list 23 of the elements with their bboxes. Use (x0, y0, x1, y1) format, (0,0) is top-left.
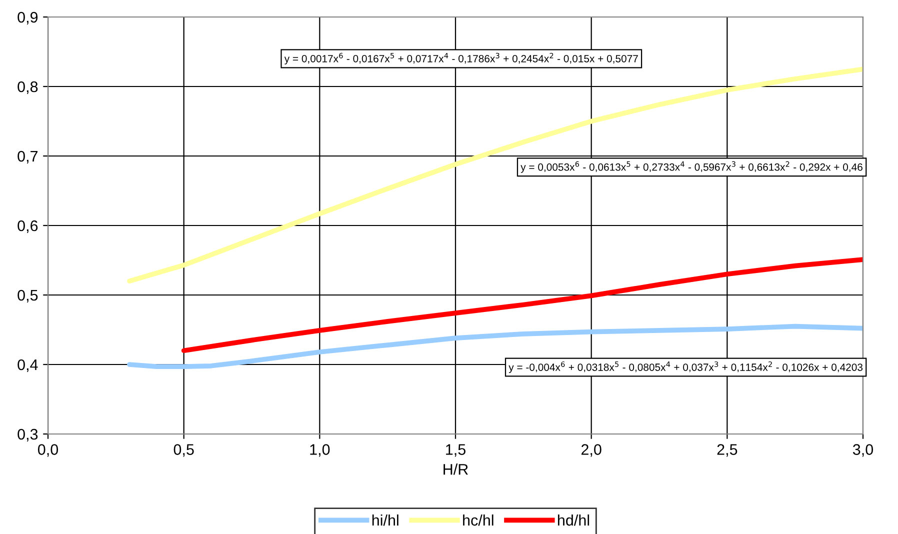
line-series (127, 66, 863, 284)
x-tick-label: 1,0 (310, 444, 330, 457)
y-tick-label: 0,3 (18, 428, 38, 442)
text: y = 0,0053x$^{6}$ - 0,0613x$^{5}$ + 0,2733x$^{4}$ - 0,5967x$^{3}$ + 0,6613x$^{2}$ - 0,292x + 0,46 (520, 161, 862, 173)
y-tick-label: 0,8 (18, 81, 38, 94)
y-tick-label: 0,6 (18, 220, 38, 233)
x-axis-title: H/R (444, 464, 468, 475)
x-tick-label: 2,0 (581, 444, 602, 457)
x-tick-label: 3,0 (852, 444, 874, 457)
x-tick-label: 0,5 (174, 444, 194, 457)
text: y = 0,0017x$^{6}$ - 0,0167x$^{5}$ + 0,0717x$^{4}$ - 0,1786x$^{3}$ + 0,2454x$^{2}$ - 0,015x + 0,5077 (284, 52, 638, 64)
x-tick-label: 2,5 (717, 444, 738, 457)
legend-label: hc/hl (463, 514, 494, 526)
y-tick-label: 0,4 (18, 359, 38, 372)
y-tick-label: 0,7 (18, 150, 38, 164)
y-tick-label: 0,9 (18, 12, 38, 24)
text: y = -0,004x$^{6}$ + 0,0318x$^{5}$ - 0,0805x$^{4}$ + 0,037x$^{3}$ + 0,1154x$^{2}$ - 0,1026x + 0,4203 (508, 361, 863, 374)
x-tick-label: 1,5 (446, 444, 466, 457)
x-tick-label: 0,0 (38, 444, 58, 457)
legend-label: hd/hl (558, 514, 590, 526)
line-series (181, 257, 863, 354)
y-tick-label: 0,5 (18, 290, 38, 302)
legend-label: hi/hl (372, 514, 398, 526)
